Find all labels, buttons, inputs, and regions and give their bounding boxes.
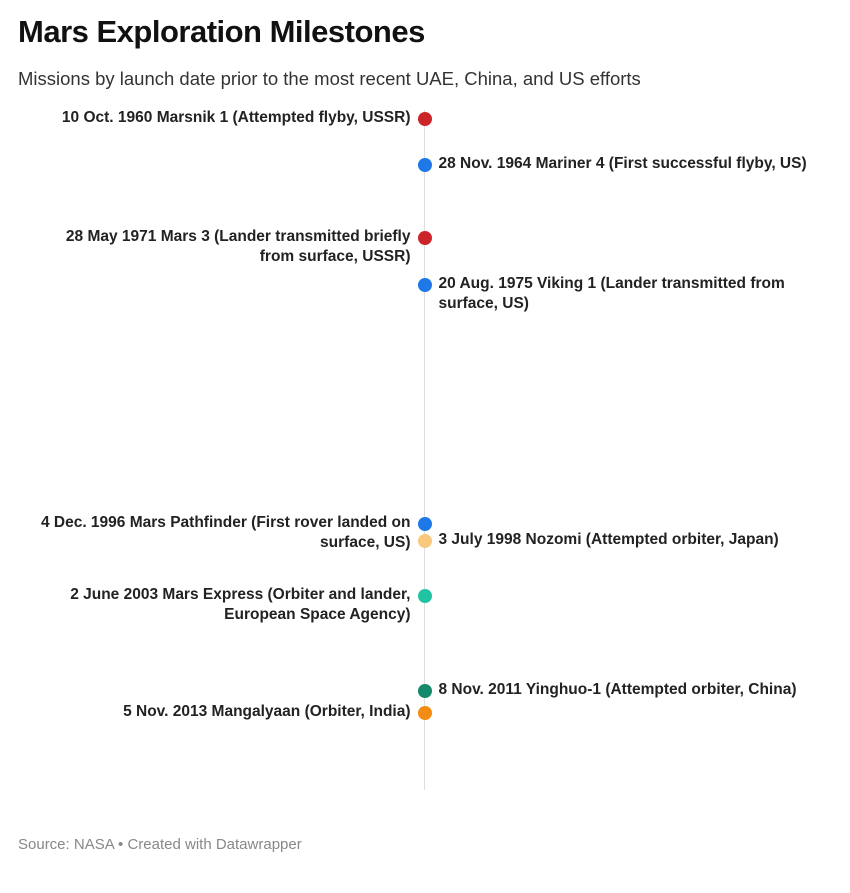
- chart-subtitle: Missions by launch date prior to the mos…: [18, 68, 641, 89]
- event-label: 5 Nov. 2013 Mangalyaan (Orbiter, India): [123, 703, 411, 720]
- event-dot: [417, 278, 432, 293]
- event-dot: [417, 158, 432, 173]
- chart-footer: Source: NASA • Created with Datawrapper: [18, 836, 302, 853]
- event-dot: [417, 534, 432, 549]
- event-label: 20 Aug. 1975 Viking 1 (Lander transmitte…: [438, 275, 785, 313]
- event-label: 8 Nov. 2011 Yinghuo-1 (Attempted orbiter…: [438, 680, 797, 698]
- event-label: 2 June 2003 Mars Express (Orbiter and la…: [70, 586, 411, 624]
- event-dot: [417, 683, 432, 698]
- event-dot: [417, 589, 432, 604]
- event-label: 3 July 1998 Nozomi (Attempted orbiter, J…: [438, 531, 779, 549]
- event-dot: [417, 516, 432, 531]
- event-label: 10 Oct. 1960 Marsnik 1 (Attempted flyby,…: [61, 109, 411, 126]
- event-label: 28 Nov. 1964 Mariner 4 (First successful…: [438, 155, 807, 173]
- event-dot: [417, 112, 432, 126]
- chart-title: Mars Exploration Milestones: [18, 14, 425, 49]
- timeline-axis-line: [424, 110, 425, 790]
- event-dot: [417, 230, 432, 245]
- event-label: 4 Dec. 1996 Mars Pathfinder (First rover…: [40, 513, 411, 551]
- event-label: 28 May 1971 Mars 3 (Lander transmitted b…: [65, 227, 411, 265]
- event-dot: [417, 706, 432, 720]
